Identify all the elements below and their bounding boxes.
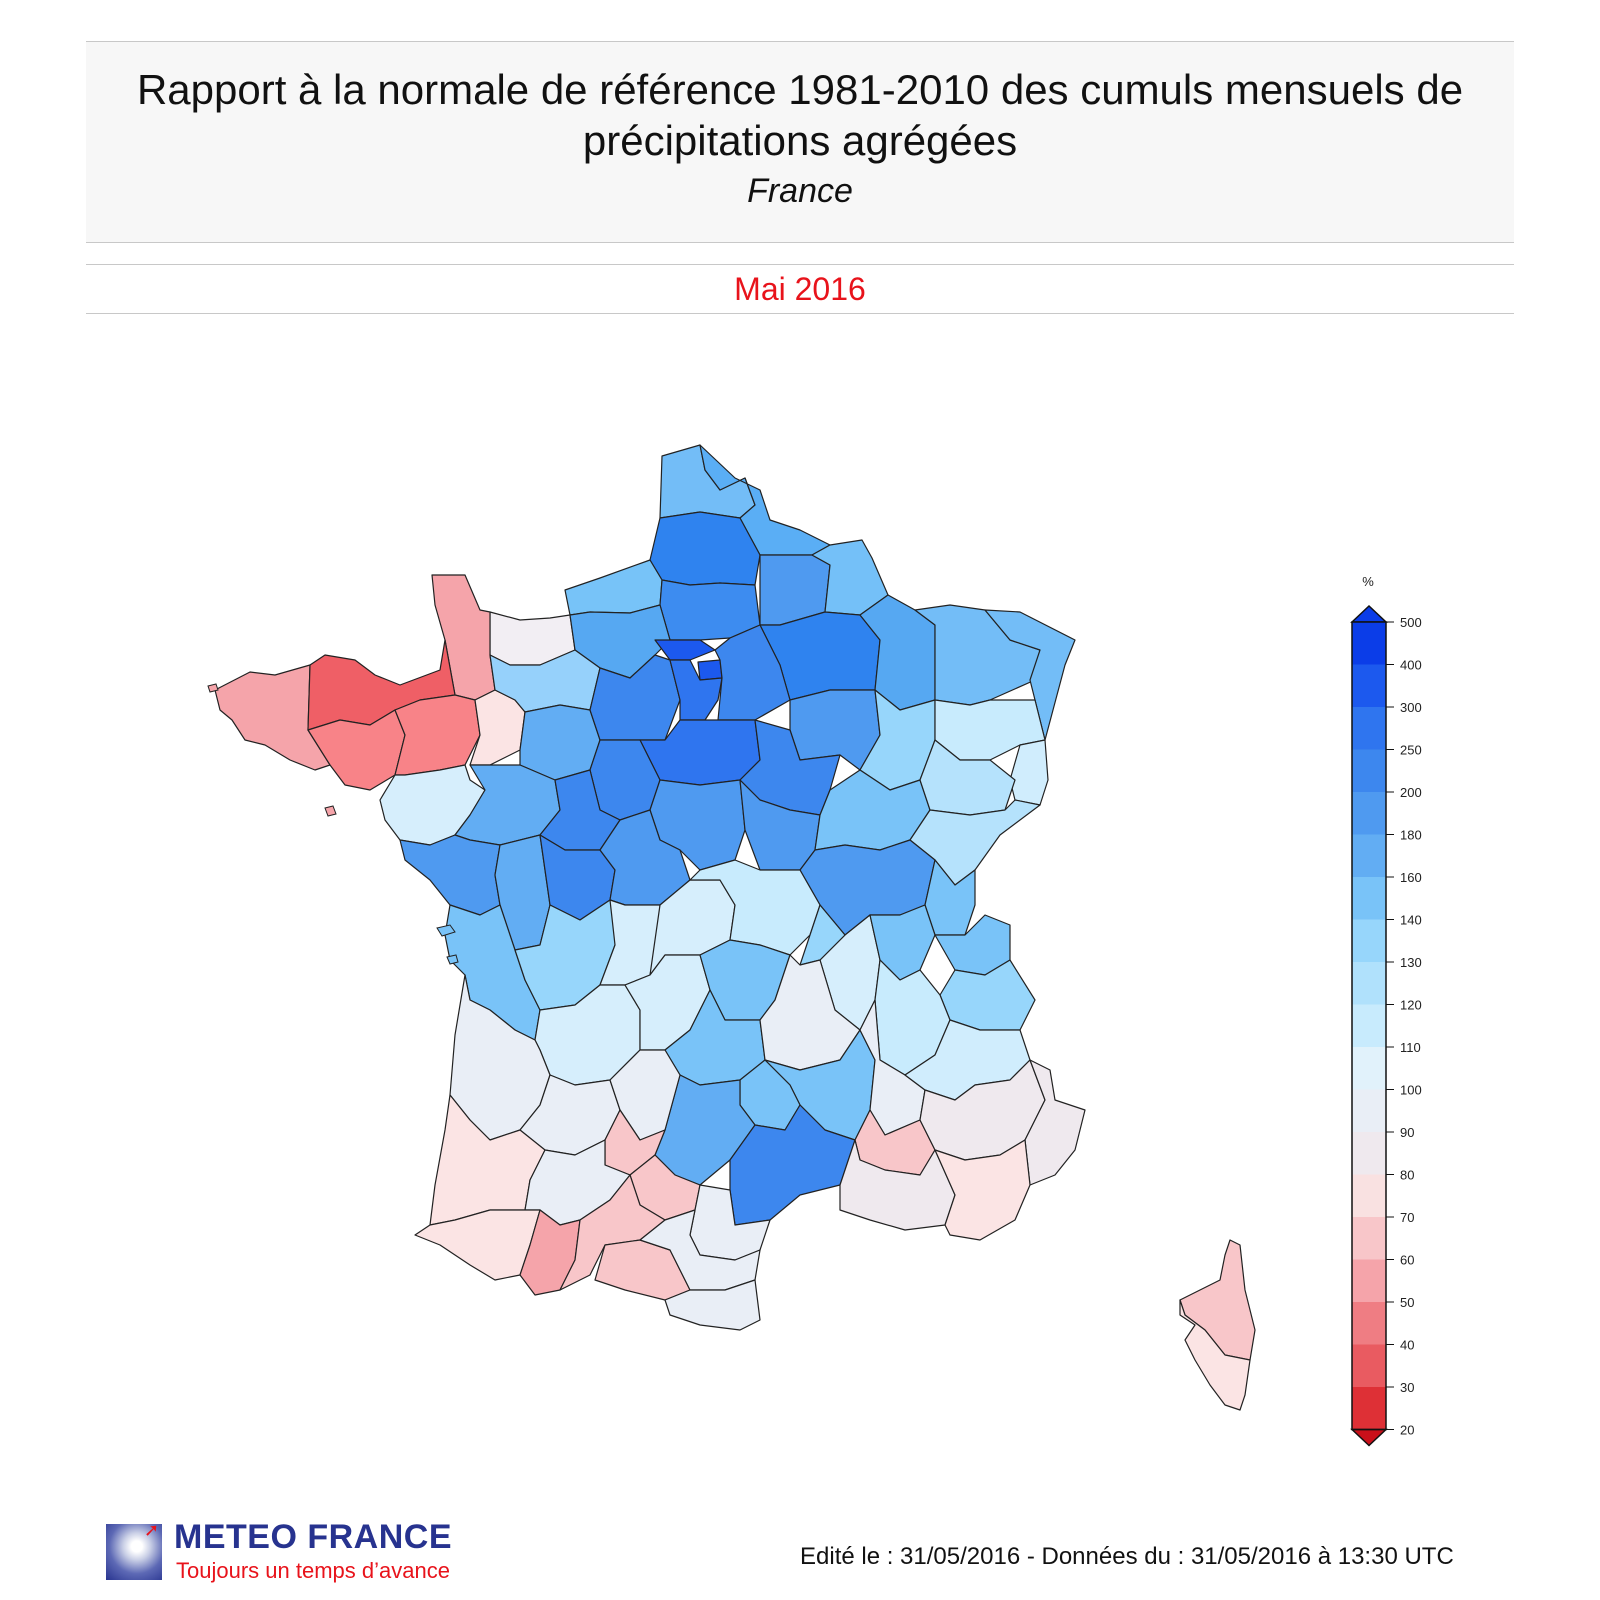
legend-swatch bbox=[1352, 1047, 1386, 1090]
edit-info: Edité le : 31/05/2016 - Données du : 31/… bbox=[800, 1543, 1454, 1570]
region-pyrenees-orientales bbox=[664, 1279, 761, 1331]
legend-tick-label: 60 bbox=[1400, 1253, 1414, 1268]
legend-swatch bbox=[1352, 1089, 1386, 1132]
legend-tick-label: 180 bbox=[1400, 828, 1422, 843]
legend-tick-label: 20 bbox=[1400, 1423, 1414, 1438]
map-title: Rapport à la normale de référence 1981-2… bbox=[136, 66, 1464, 164]
legend-swatch bbox=[1352, 1387, 1386, 1430]
legend-swatch bbox=[1352, 664, 1386, 707]
legend-tick-label: 40 bbox=[1400, 1338, 1414, 1353]
legend-tick-label: 140 bbox=[1400, 913, 1422, 928]
logo-disc-icon bbox=[106, 1524, 162, 1580]
region-val-doise bbox=[654, 639, 716, 661]
legend-swatch bbox=[1352, 1132, 1386, 1175]
legend-tick-label: 50 bbox=[1400, 1295, 1414, 1310]
region-seine-et-marne bbox=[714, 624, 791, 721]
legend-swatch bbox=[1352, 919, 1386, 962]
region-var bbox=[934, 1139, 1031, 1241]
region-haut-rhin bbox=[1009, 739, 1049, 806]
logo-slogan: Toujours un temps d’avance bbox=[176, 1558, 450, 1583]
legend-outline bbox=[1351, 621, 1387, 1431]
legend-swatch bbox=[1352, 877, 1386, 920]
legend-swatch bbox=[1352, 749, 1386, 792]
legend-swatch bbox=[1352, 1004, 1386, 1047]
legend-tick-label: 110 bbox=[1400, 1040, 1421, 1055]
legend-swatch bbox=[1352, 1217, 1386, 1260]
region-eure-et-loir bbox=[589, 654, 681, 741]
legend-tick-label: 30 bbox=[1400, 1380, 1414, 1395]
region-essonne bbox=[669, 659, 723, 721]
legend-swatch bbox=[1352, 707, 1386, 750]
logo-arrow-icon: ➚ bbox=[144, 1520, 160, 1540]
legend-tick-label: 90 bbox=[1400, 1125, 1414, 1140]
legend-swatch bbox=[1352, 622, 1386, 665]
region-seine-maritime bbox=[564, 559, 663, 616]
legend-swatch bbox=[1352, 834, 1386, 877]
map-subtitle: France bbox=[747, 172, 853, 210]
legend-unit: % bbox=[1362, 574, 1374, 589]
region-alpes-maritimes bbox=[1024, 1059, 1086, 1186]
legend-tick-label: 130 bbox=[1400, 955, 1422, 970]
region-gard bbox=[729, 1104, 856, 1226]
region-finistere bbox=[214, 664, 331, 771]
period-label: Mai 2016 bbox=[734, 271, 866, 307]
period-box: Mai 2016 bbox=[86, 264, 1514, 314]
legend-swatch bbox=[1352, 962, 1386, 1005]
header-box: Rapport à la normale de référence 1981-2… bbox=[86, 41, 1514, 243]
color-legend: % 500 400 300 250 200 180 160 140 130 120 110 100 90… bbox=[1350, 574, 1422, 1447]
logo-name: METEO FRANCE bbox=[174, 1518, 452, 1556]
region-rhone bbox=[799, 904, 846, 966]
legend-cap-bottom bbox=[1350, 1428, 1388, 1447]
legend-swatch bbox=[1352, 1259, 1386, 1302]
legend-cap-top bbox=[1350, 604, 1388, 623]
region-paris bbox=[697, 659, 723, 681]
region-aude bbox=[639, 1209, 761, 1291]
legend-swatch bbox=[1352, 1302, 1386, 1345]
legend-tick-label: 500 bbox=[1400, 615, 1422, 630]
legend-tick-label: 100 bbox=[1400, 1083, 1422, 1098]
region-ille-et-vilaine bbox=[394, 694, 481, 776]
legend-tick-label: 120 bbox=[1400, 998, 1422, 1013]
legend-tick-label: 250 bbox=[1400, 743, 1422, 758]
legend-tick-label: 160 bbox=[1400, 870, 1422, 885]
meteo-france-logo: ➚ METEO FRANCE Toujours un temps d’avanc… bbox=[100, 1516, 520, 1600]
legend-swatch bbox=[1352, 792, 1386, 835]
region-sarthe bbox=[519, 704, 601, 781]
legend-swatch bbox=[1352, 1174, 1386, 1217]
region-vendee bbox=[399, 834, 501, 916]
region-corse-du-sud bbox=[1179, 1299, 1251, 1411]
legend-tick-label: 80 bbox=[1400, 1168, 1414, 1183]
legend-tick-label: 400 bbox=[1400, 658, 1422, 673]
legend-tick-label: 300 bbox=[1400, 700, 1422, 715]
legend-tick-label: 70 bbox=[1400, 1210, 1414, 1225]
legend-swatch bbox=[1352, 1344, 1386, 1387]
legend-tick-label: 200 bbox=[1400, 785, 1422, 800]
